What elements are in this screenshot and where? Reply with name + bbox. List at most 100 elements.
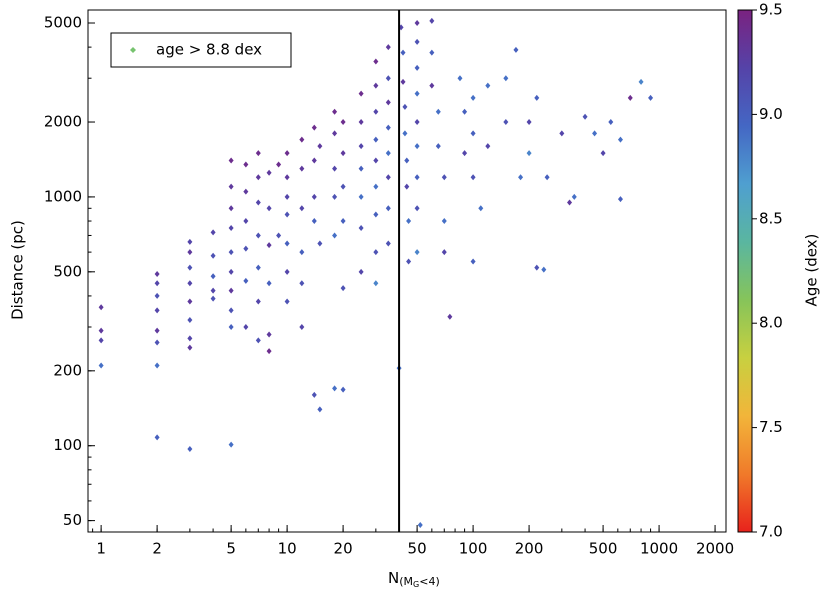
- point: [228, 205, 234, 212]
- point: [485, 82, 491, 89]
- point: [373, 58, 379, 65]
- x-tick-label: 5: [226, 540, 236, 558]
- point: [406, 218, 412, 225]
- point: [373, 136, 379, 143]
- point: [154, 292, 160, 299]
- colorbar-tick-label: 8.5: [759, 209, 783, 227]
- point: [332, 232, 338, 239]
- x-tick-label: 200: [515, 540, 544, 558]
- point: [266, 205, 272, 212]
- y-tick-label: 5000: [44, 14, 82, 32]
- point: [470, 174, 476, 181]
- point: [470, 258, 476, 265]
- point: [340, 183, 346, 190]
- point: [317, 406, 323, 413]
- point: [457, 75, 463, 82]
- point: [429, 49, 435, 56]
- point: [255, 232, 261, 239]
- point: [358, 119, 364, 126]
- point: [513, 46, 519, 53]
- point: [98, 337, 104, 344]
- point: [332, 165, 338, 172]
- x-tick-label: 2000: [696, 540, 734, 558]
- point: [414, 38, 420, 45]
- point: [255, 174, 261, 181]
- point: [402, 130, 408, 137]
- point: [600, 150, 606, 157]
- point: [266, 242, 272, 249]
- point: [311, 391, 317, 398]
- point: [332, 385, 338, 392]
- point: [592, 130, 598, 137]
- colorbar-tick-label: 7.5: [759, 418, 783, 436]
- point: [299, 324, 305, 331]
- x-tick-label: 2: [152, 540, 162, 558]
- point: [385, 75, 391, 82]
- point: [627, 94, 633, 101]
- point: [435, 143, 441, 150]
- point: [414, 20, 420, 27]
- point: [311, 124, 317, 131]
- point: [447, 313, 453, 320]
- point: [373, 280, 379, 287]
- y-tick-label: 1000: [44, 187, 82, 205]
- point: [299, 280, 305, 287]
- point: [526, 150, 532, 157]
- point: [385, 150, 391, 157]
- point: [340, 285, 346, 292]
- point: [210, 295, 216, 302]
- x-label-tail: <4): [419, 575, 440, 588]
- point: [299, 136, 305, 143]
- point: [373, 157, 379, 164]
- point: [559, 130, 565, 137]
- point: [417, 522, 423, 529]
- point: [228, 307, 234, 314]
- legend-box: [110, 32, 292, 68]
- point: [187, 446, 193, 453]
- point: [648, 94, 654, 101]
- point: [228, 268, 234, 275]
- point: [567, 199, 573, 206]
- point: [187, 238, 193, 245]
- point: [255, 337, 261, 344]
- point: [385, 99, 391, 106]
- point: [400, 78, 406, 85]
- legend-marker: [130, 47, 136, 53]
- point: [358, 225, 364, 232]
- point: [311, 193, 317, 200]
- point: [284, 268, 290, 275]
- point: [518, 174, 524, 181]
- point: [385, 174, 391, 181]
- point: [534, 94, 540, 101]
- point: [332, 193, 338, 200]
- point: [243, 324, 249, 331]
- point: [340, 119, 346, 126]
- legend-label: age > 8.8 dex: [156, 41, 262, 59]
- point: [210, 229, 216, 236]
- point: [373, 108, 379, 115]
- point: [284, 240, 290, 247]
- point: [255, 298, 261, 305]
- point: [228, 287, 234, 294]
- y-tick-label: 200: [53, 361, 82, 379]
- colorbar-label: Age (dex): [803, 234, 821, 307]
- point: [284, 174, 290, 181]
- colorbar-tick-label: 8.0: [759, 314, 783, 332]
- point: [154, 327, 160, 334]
- point: [441, 249, 447, 256]
- point: [404, 183, 410, 190]
- point: [358, 143, 364, 150]
- point: [243, 277, 249, 284]
- point: [617, 196, 623, 203]
- point: [276, 161, 282, 168]
- point: [243, 245, 249, 252]
- point: [284, 298, 290, 305]
- x-axis-label: N(MG<4): [388, 569, 440, 589]
- point: [414, 90, 420, 97]
- point: [373, 249, 379, 256]
- point: [266, 348, 272, 355]
- point: [406, 258, 412, 265]
- point: [187, 344, 193, 351]
- point: [299, 249, 305, 256]
- x-tick-label: 100: [459, 540, 488, 558]
